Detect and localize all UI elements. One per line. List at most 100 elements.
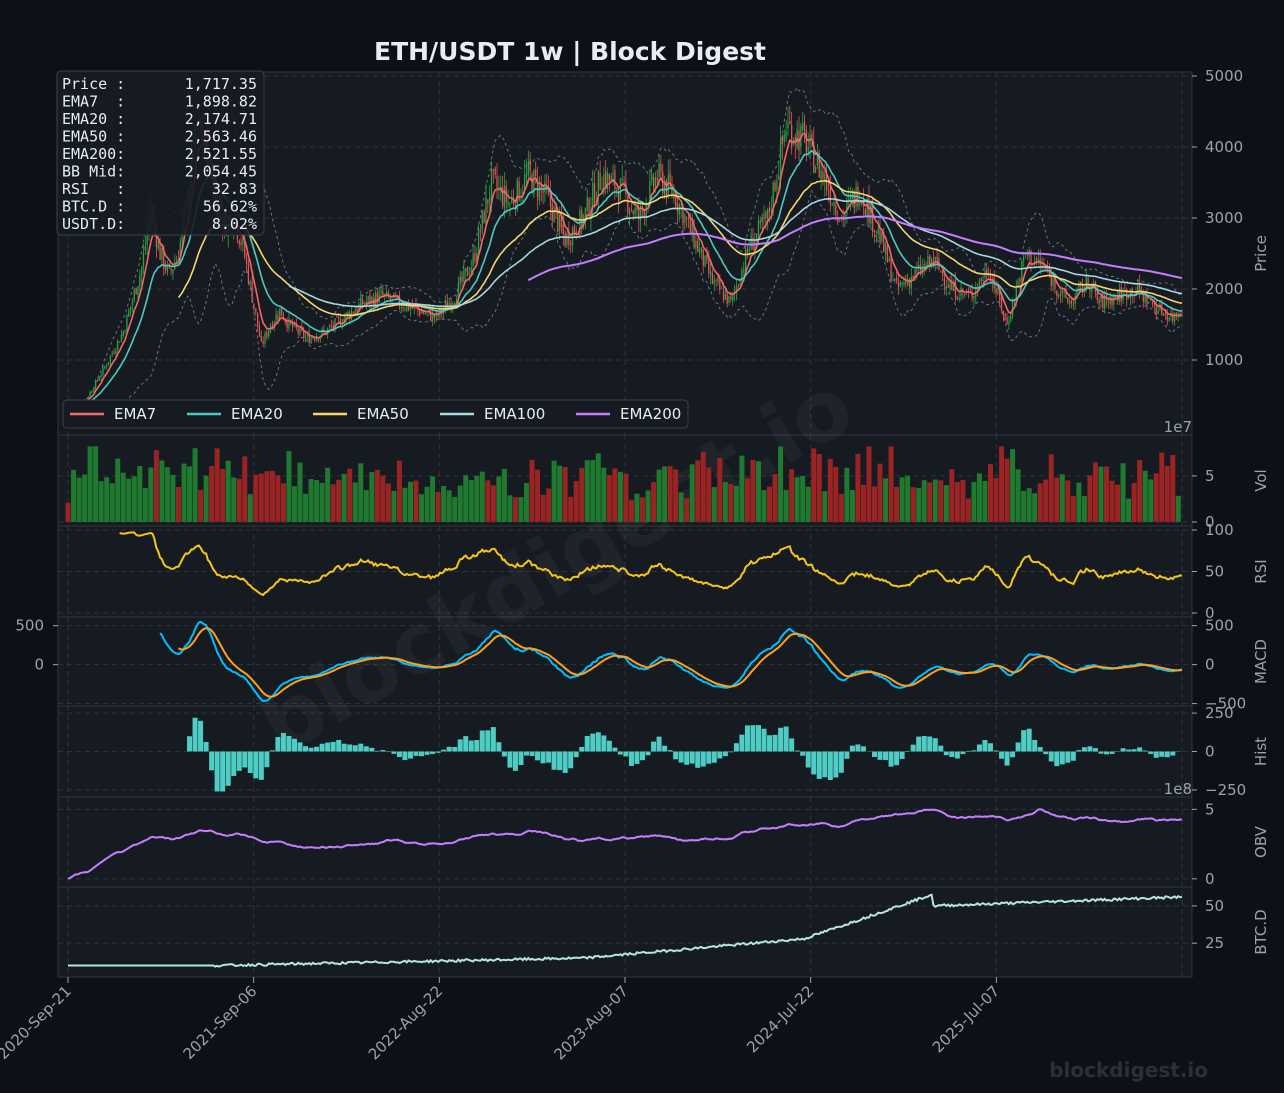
histogram-bar	[496, 742, 502, 752]
histogram-bar	[303, 746, 309, 752]
candle-body	[667, 174, 669, 197]
volume-bar	[507, 495, 513, 522]
candle-body	[697, 240, 699, 253]
candle-body	[658, 162, 660, 177]
histogram-bar	[430, 751, 436, 754]
candle-body	[1085, 276, 1087, 291]
volume-bar	[115, 458, 121, 522]
candle-body	[522, 192, 524, 194]
candle-body	[450, 302, 452, 309]
histogram-bar	[1159, 751, 1165, 757]
candle-body	[142, 252, 145, 268]
candle-body	[964, 293, 966, 295]
histogram-bar	[551, 751, 557, 770]
volume-bar	[192, 448, 198, 522]
candle-body	[628, 210, 631, 215]
candle-body	[1010, 316, 1012, 322]
candle-body	[314, 339, 316, 341]
candle-body	[671, 184, 673, 196]
legend-box	[62, 399, 689, 429]
candle-body	[743, 269, 745, 272]
histogram-bar	[695, 751, 701, 768]
volume-bar	[225, 460, 231, 522]
volume-bar	[1026, 488, 1032, 522]
candle-body	[1168, 318, 1170, 321]
candle-body	[630, 208, 633, 210]
histogram-bar	[280, 732, 286, 752]
candle-body	[789, 121, 791, 124]
volume-bar	[358, 463, 364, 522]
volume-bar	[662, 466, 668, 522]
info-value: 32.83	[212, 180, 257, 198]
candle-body	[713, 280, 715, 284]
histogram-bar	[601, 735, 607, 752]
y-tick-label-left: 500	[15, 617, 44, 635]
candle-body	[492, 169, 494, 171]
candle-body	[1017, 280, 1019, 287]
candle-body	[376, 293, 378, 304]
volume-bar	[678, 492, 684, 522]
volume-bar	[584, 460, 590, 522]
candle-body	[654, 177, 657, 190]
candle-body	[360, 297, 362, 306]
candle-body	[297, 328, 299, 333]
candle-body	[573, 226, 576, 234]
histogram-bar	[546, 751, 552, 763]
candle-body	[1004, 313, 1006, 317]
histogram-bar	[485, 730, 491, 752]
y-tick-label: 0	[1205, 743, 1215, 761]
volume-bar	[402, 487, 408, 522]
candle-body	[838, 219, 841, 221]
info-box-frame	[56, 70, 265, 236]
volume-bar	[855, 453, 861, 522]
volume-bar	[1087, 475, 1093, 522]
candle-body	[89, 392, 91, 398]
candle-body	[943, 278, 946, 287]
candle-body	[518, 181, 520, 201]
candle-body	[735, 286, 738, 293]
volume-bar	[430, 476, 436, 522]
volume-bar	[822, 491, 828, 522]
volume-bar	[866, 446, 872, 522]
candle-body	[890, 258, 892, 282]
histogram-bar	[1021, 730, 1027, 752]
volume-bar	[1098, 466, 1104, 522]
volume-bar	[894, 486, 900, 522]
y-tick-label: −250	[1205, 781, 1246, 799]
info-label: USDT.D:	[62, 215, 125, 233]
candle-body	[113, 352, 115, 354]
candle-body	[912, 275, 914, 279]
candle-body	[536, 178, 539, 197]
candle-body	[787, 122, 789, 129]
volume-bar	[805, 486, 811, 522]
histogram-bar	[231, 751, 237, 776]
histogram-bar	[733, 743, 739, 752]
candle-body	[564, 232, 566, 247]
candle-body	[371, 296, 373, 303]
candle-body	[702, 249, 704, 266]
candle-body	[477, 228, 480, 254]
volume-bar	[153, 450, 159, 522]
histogram-bar	[789, 738, 795, 752]
candle-body	[581, 210, 583, 227]
histogram-bar	[557, 751, 563, 771]
candle-body	[161, 248, 163, 260]
histogram-bar	[396, 751, 402, 757]
volume-bar	[728, 483, 734, 522]
candle-body	[940, 270, 942, 272]
volume-bar	[684, 498, 690, 522]
candle-body	[669, 172, 671, 185]
candle-body	[930, 258, 933, 266]
candle-body	[881, 233, 883, 242]
volume-bar	[656, 469, 662, 522]
candle-body	[883, 232, 885, 252]
volume-bar	[645, 490, 651, 522]
volume-bar	[308, 479, 314, 522]
candle-body	[242, 237, 244, 245]
volume-bar	[435, 491, 441, 522]
histogram-bar	[1004, 751, 1010, 766]
candle-body	[347, 312, 349, 315]
info-value: 8.02%	[212, 215, 257, 233]
candle-body	[1057, 294, 1060, 298]
candle-body	[853, 190, 855, 208]
